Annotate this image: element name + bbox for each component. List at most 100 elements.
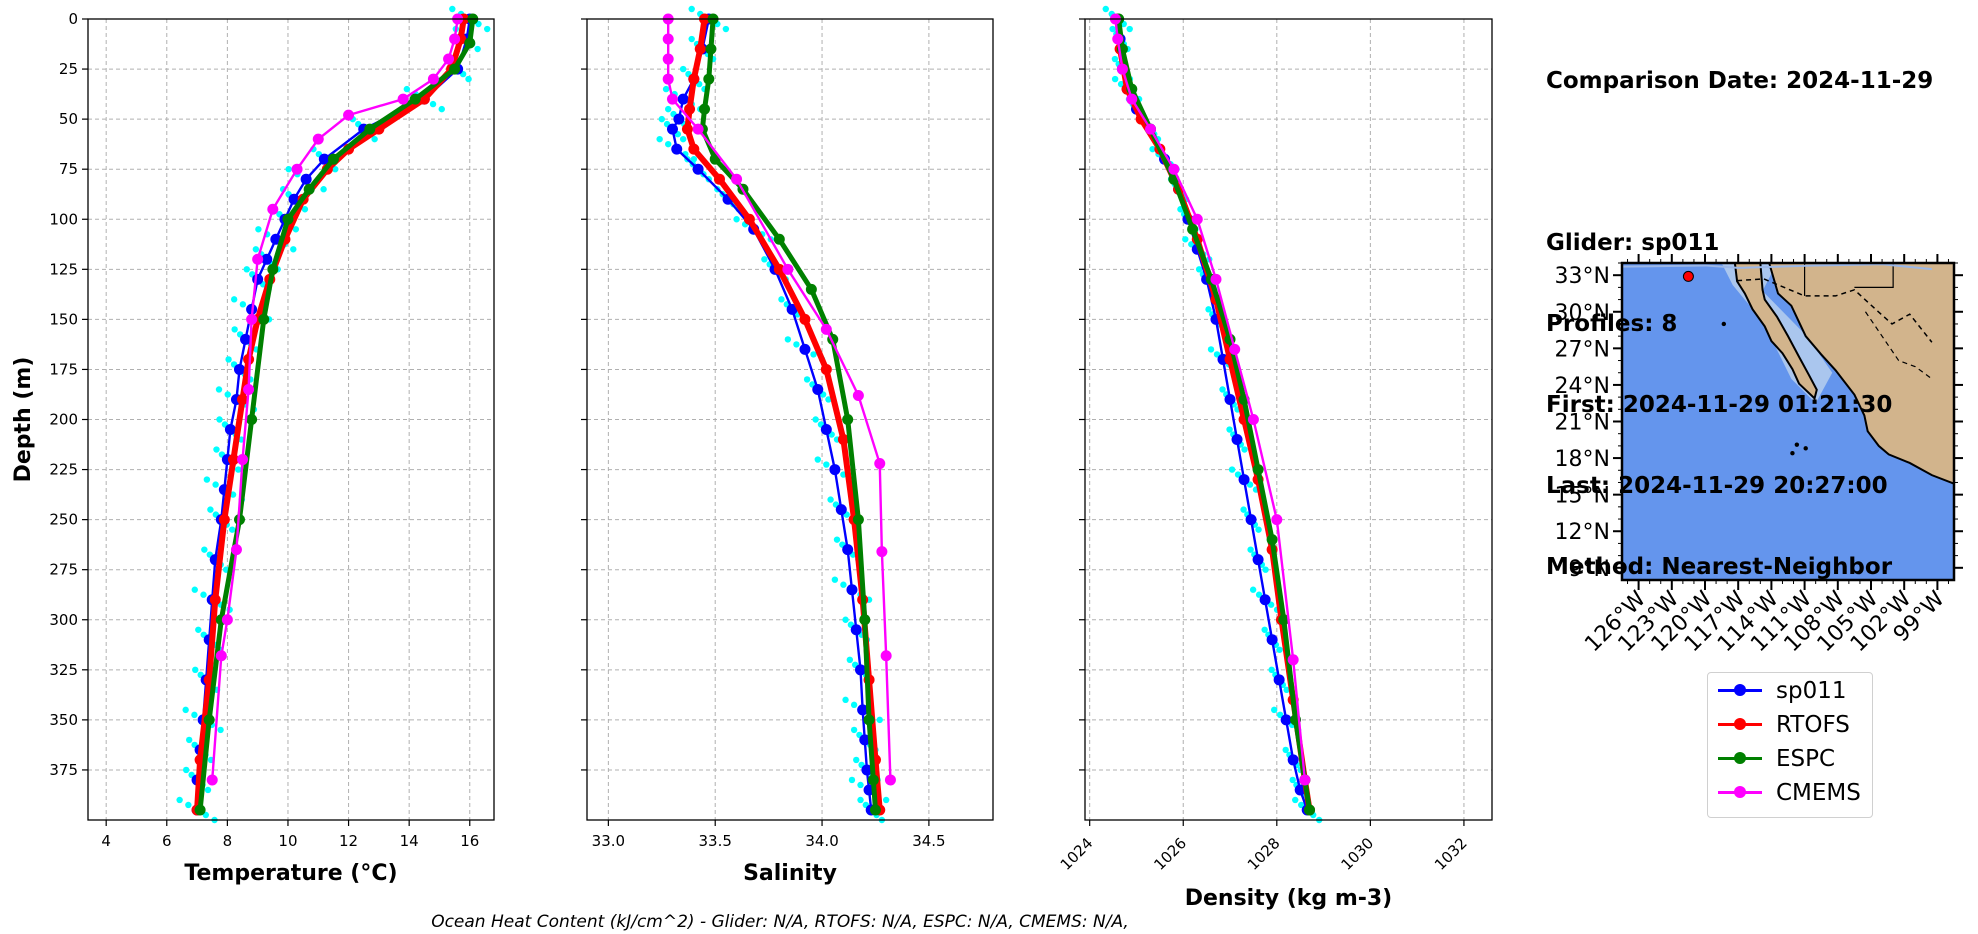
glider-raw-point [429,100,437,108]
glider-raw-point [840,581,847,588]
glider-raw-point [1249,586,1257,593]
series-point [673,113,685,125]
series-point [662,33,674,45]
legend: sp011 RTOFS ESPC CMEMS [1707,672,1873,818]
series-point [237,454,249,466]
series-point [215,650,227,662]
series-point [688,73,700,85]
series-point [1294,784,1306,796]
glider-raw-point [842,696,849,704]
glider-raw-point [876,716,883,724]
series-point [820,424,832,436]
glider-raw-point [1109,25,1116,33]
series-point [449,63,461,75]
glider-raw-point [823,461,830,468]
map-lat-label: 24°N [1555,374,1610,399]
series-point [846,584,858,596]
series-point [850,624,862,636]
series-point [464,37,476,49]
series-point [209,594,221,606]
profile-panel-3: 1024 1026 1028 1030 1032 Density (kg m-3) [1057,5,1493,911]
series-point [880,650,892,662]
glider-location-marker [1682,270,1694,282]
series-point [835,504,847,516]
series-point [300,173,312,185]
series-point [861,764,873,776]
series-point [1266,534,1278,546]
glider-name: Glider: sp011 [1546,230,1720,256]
glider-raw-point [1289,776,1296,784]
series-point [731,173,743,185]
glider-raw-point [1282,746,1289,754]
series-point [246,313,258,325]
series-point [782,263,794,275]
series-point [692,163,704,175]
series-point [820,363,832,375]
glider-raw-point [1234,471,1242,478]
glider-raw-point [1228,466,1236,473]
glider-raw-point [185,736,193,744]
glider-raw-point [810,351,817,358]
glider-raw-point [1276,646,1283,653]
series-point [243,383,255,395]
series-point [1259,594,1271,606]
glider-raw-point [212,481,219,488]
series-point [258,313,270,325]
legend-swatch [1718,786,1762,798]
glider-raw-point [438,105,445,113]
series-point [1278,614,1290,626]
series-point [662,53,674,65]
glider-raw-point [803,376,811,383]
x-axis-label: Salinity [743,861,837,886]
map-lat-label: 30°N [1555,301,1610,326]
y-tick-label: 25 [59,60,78,78]
glider-raw-point [255,226,262,233]
map-lat-label: 12°N [1555,520,1610,545]
glider-raw-point [1247,546,1254,553]
glider-raw-point [733,216,740,223]
profile-count: Profiles: 8 [1546,311,1678,337]
glider-raw-point [182,766,190,774]
glider-raw-point [292,226,300,233]
series-line [194,18,467,811]
x-tick-label: 6 [162,832,172,850]
series-point [681,123,693,135]
glider-raw-point [225,356,232,363]
series-point [857,704,869,716]
glider-raw-point [1261,626,1268,633]
series-rtofs [681,13,886,816]
glider-raw-point [1270,706,1278,714]
glider-raw-point [1262,566,1269,573]
series-cmems [1109,13,1311,786]
series-point [240,333,252,345]
y-tick-label: 275 [49,561,78,579]
series-point [1168,163,1180,175]
series-point [243,353,255,365]
glider-raw-point [846,656,854,663]
glider-raw-point [1207,346,1215,353]
series-point [773,233,785,245]
glider-raw-point [656,135,663,143]
glider-raw-point [842,616,849,623]
glider-raw-point [1182,236,1189,243]
glider-raw-point [831,576,839,583]
map-state-line [1864,311,1933,380]
glider-raw-point [1292,796,1299,804]
series-point [799,313,811,325]
glider-raw-point [216,416,223,423]
series-point [206,774,218,786]
series-point [261,253,273,265]
glider-raw-point [239,301,247,308]
series-point [867,774,879,786]
series-point [291,163,303,175]
y-axis-label: Depth (m) [11,357,36,483]
glider-raw-point [243,266,250,273]
series-point [773,263,785,275]
series-point [1273,674,1285,686]
series-point [1271,514,1283,526]
series-point [743,213,755,225]
glider-raw-point [827,496,834,503]
glider-raw-point [1276,711,1284,719]
series-point [364,123,376,135]
series-point [267,203,279,215]
